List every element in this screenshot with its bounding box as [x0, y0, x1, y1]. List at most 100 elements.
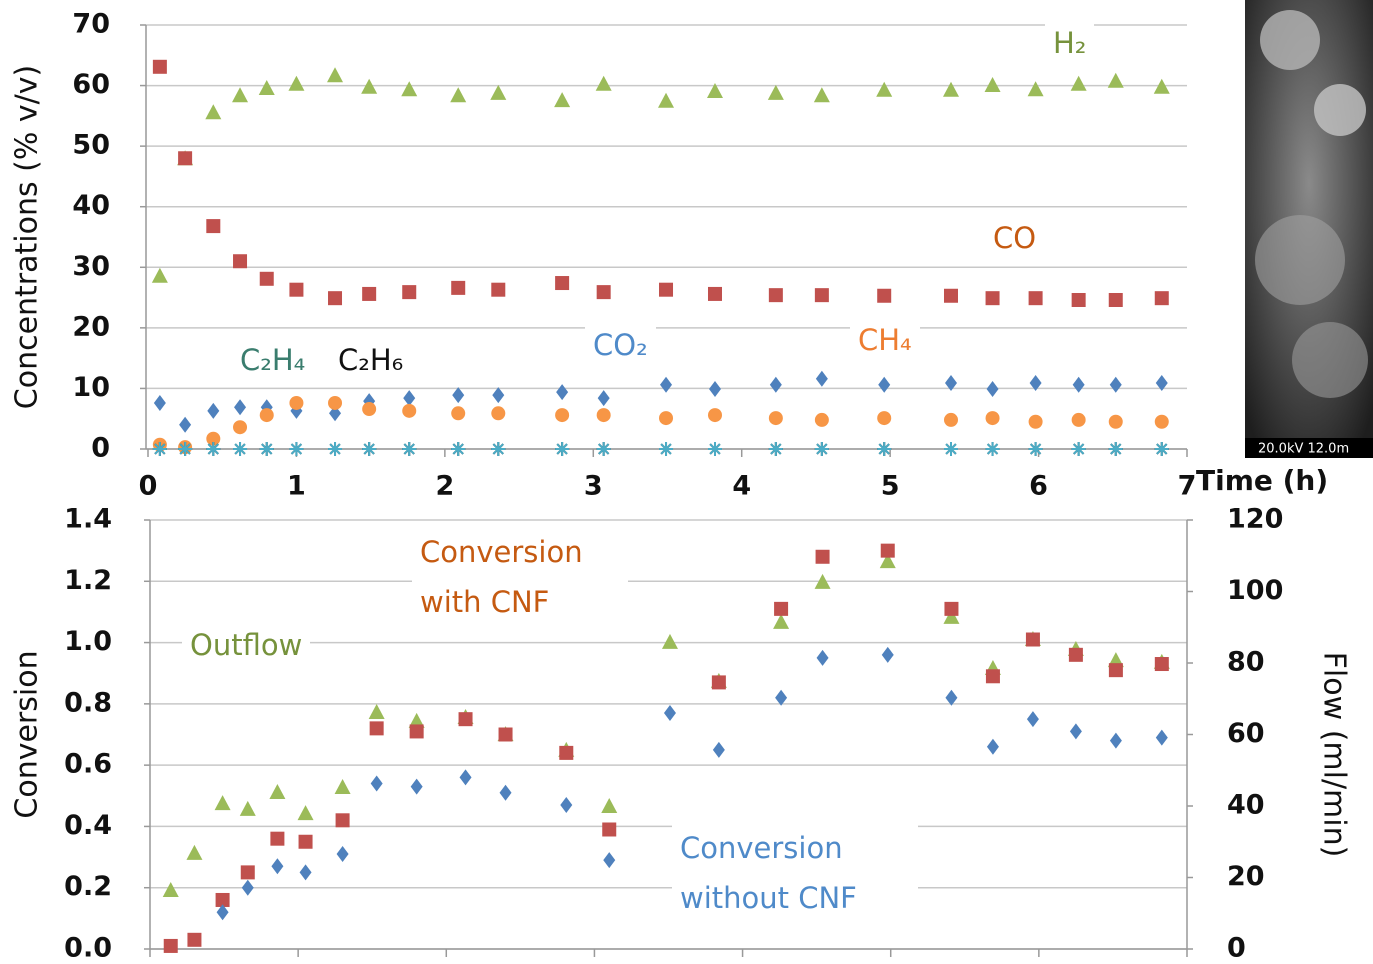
- data-point: [233, 254, 247, 268]
- data-point: [944, 289, 958, 303]
- data-point: [1109, 442, 1123, 456]
- data-point: [876, 82, 892, 97]
- data-point: [298, 805, 314, 820]
- data-point: [881, 544, 895, 558]
- data-point: [882, 647, 894, 663]
- data-point: [362, 402, 376, 416]
- data-point: [1072, 442, 1086, 456]
- data-point: [770, 377, 782, 393]
- data-point: [499, 728, 513, 742]
- data-point: [450, 87, 466, 102]
- sem-fiber: [1255, 215, 1345, 305]
- data-point: [1029, 415, 1043, 429]
- data-point: [1069, 648, 1083, 662]
- x-tick-label: 1: [287, 471, 306, 502]
- data-point: [986, 291, 1000, 305]
- data-point: [1072, 293, 1086, 307]
- data-point: [878, 377, 890, 393]
- data-point: [269, 784, 285, 799]
- series-label: Conversion with CNF: [412, 527, 628, 627]
- data-point: [260, 442, 274, 456]
- data-point: [187, 933, 201, 947]
- data-point: [877, 411, 891, 425]
- y2-tick-label: 40: [1227, 790, 1265, 821]
- data-point: [336, 813, 350, 827]
- data-point: [555, 442, 569, 456]
- data-point: [328, 442, 342, 456]
- page: 20.0kV 12.0m 01020304050607001234567Time…: [0, 0, 1373, 964]
- data-point: [289, 283, 303, 297]
- data-point: [596, 76, 612, 91]
- data-point: [402, 404, 416, 418]
- series-label: CO₂: [585, 320, 656, 370]
- data-point: [597, 285, 611, 299]
- data-point: [1029, 291, 1043, 305]
- y-tick-label: 0.8: [64, 687, 112, 718]
- data-point: [164, 939, 178, 953]
- x-tick-label: 6: [1029, 471, 1048, 502]
- data-point: [658, 93, 674, 108]
- data-point: [337, 846, 349, 862]
- data-point: [598, 390, 610, 406]
- data-point: [659, 442, 673, 456]
- figure: 20.0kV 12.0m 01020304050607001234567Time…: [0, 0, 1373, 964]
- data-point: [1026, 633, 1040, 647]
- data-point: [370, 721, 384, 735]
- data-point: [1028, 81, 1044, 96]
- data-point: [987, 739, 999, 755]
- data-point: [877, 289, 891, 303]
- data-point: [986, 411, 1000, 425]
- data-point: [362, 287, 376, 301]
- data-point: [659, 411, 673, 425]
- data-point: [186, 845, 202, 860]
- y2-tick-label: 0: [1227, 933, 1246, 964]
- data-point: [768, 85, 784, 100]
- y2-tick-label: 80: [1227, 647, 1265, 678]
- data-point: [491, 283, 505, 297]
- data-point: [555, 276, 569, 290]
- data-point: [233, 420, 247, 434]
- data-point: [451, 281, 465, 295]
- data-point: [944, 442, 958, 456]
- data-point: [178, 151, 192, 165]
- data-point: [560, 797, 572, 813]
- data-point: [1073, 377, 1085, 393]
- data-point: [234, 399, 246, 415]
- data-point: [769, 288, 783, 302]
- data-point: [260, 408, 274, 422]
- data-point: [601, 798, 617, 813]
- data-point: [944, 602, 958, 616]
- data-point: [500, 785, 512, 801]
- data-point: [328, 396, 342, 410]
- data-point: [369, 704, 385, 719]
- data-point: [328, 291, 342, 305]
- data-point: [602, 822, 616, 836]
- data-point: [153, 442, 167, 456]
- data-point: [774, 602, 788, 616]
- y-tick-label: 50: [72, 130, 110, 161]
- series-label: C₂H₆: [330, 335, 411, 385]
- data-point: [708, 287, 722, 301]
- x-tick-label: 5: [881, 471, 900, 502]
- x-tick-label: 0: [139, 471, 158, 502]
- data-point: [232, 87, 248, 102]
- y-tick-label: 60: [72, 69, 110, 100]
- y-tick-label: 30: [72, 251, 110, 282]
- data-point: [154, 395, 166, 411]
- data-point: [1109, 663, 1123, 677]
- series-label: Outflow: [182, 620, 310, 670]
- data-point: [712, 675, 726, 689]
- data-point: [403, 390, 415, 406]
- data-point: [1155, 291, 1169, 305]
- data-point: [555, 408, 569, 422]
- data-point: [152, 268, 168, 283]
- data-point: [554, 92, 570, 107]
- data-point: [491, 406, 505, 420]
- data-point: [402, 285, 416, 299]
- data-point: [299, 835, 313, 849]
- data-point: [1109, 415, 1123, 429]
- data-point: [708, 442, 722, 456]
- data-point: [402, 442, 416, 456]
- y-tick-label: 0.0: [64, 933, 112, 964]
- data-point: [815, 442, 829, 456]
